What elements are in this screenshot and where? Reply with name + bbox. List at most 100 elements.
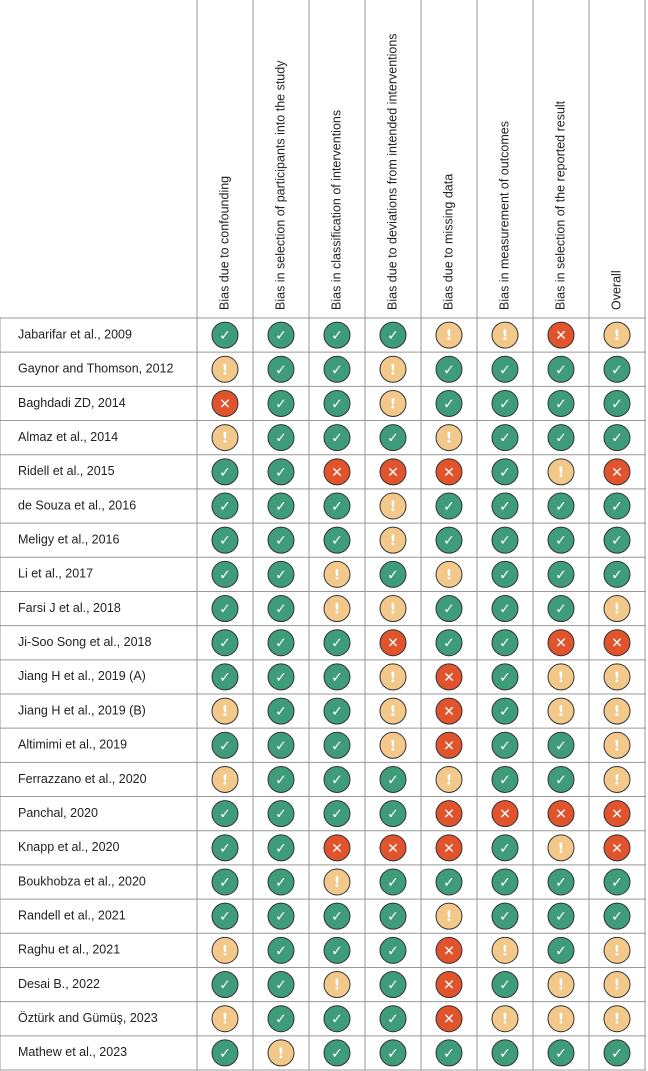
judgment-symbol: ✓ [387, 567, 399, 583]
judgment-icon [267, 697, 295, 725]
judgment-icon [379, 355, 407, 383]
judgment-icon [603, 697, 631, 725]
judgment-symbol: ✕ [387, 841, 399, 857]
judgment-icon [267, 321, 295, 349]
judgment-symbol: ! [502, 943, 508, 959]
judgment-icon [603, 800, 631, 828]
judgment-icon [491, 321, 519, 349]
judgment-icon [267, 424, 295, 452]
judgment-symbol: ✓ [611, 567, 623, 583]
judgment-icon [435, 492, 463, 520]
judgment-icon [211, 663, 239, 691]
judgment-icon [435, 389, 463, 417]
judgment-symbol: ! [614, 772, 620, 788]
judgment-icon [435, 800, 463, 828]
study-name: Panchal, 2020 [18, 806, 98, 820]
study-name: Li et al., 2017 [18, 567, 93, 581]
judgment-icon [323, 868, 351, 896]
judgment-symbol: ✕ [387, 636, 399, 652]
judgment-symbol: ! [222, 1012, 228, 1028]
judgment-symbol: ✓ [275, 396, 287, 412]
judgment-symbol: ✓ [275, 636, 287, 652]
study-name: Meligy et al., 2016 [18, 532, 119, 546]
judgment-symbol: ✓ [331, 704, 343, 720]
judgment-symbol: ✕ [443, 841, 455, 857]
judgment-icon [211, 355, 239, 383]
judgment-symbol: ✕ [331, 465, 343, 481]
judgment-symbol: ✓ [275, 738, 287, 754]
judgment-icon [379, 321, 407, 349]
judgment-symbol: ✕ [611, 841, 623, 857]
judgment-symbol: ✕ [443, 1012, 455, 1028]
study-name: Farsi J et al., 2018 [18, 601, 121, 615]
judgment-symbol: ✓ [555, 875, 567, 891]
judgment-icon [211, 936, 239, 964]
judgment-symbol: ✓ [443, 636, 455, 652]
judgment-icon [379, 389, 407, 417]
judgment-symbol: ! [222, 772, 228, 788]
judgment-icon [435, 424, 463, 452]
judgment-icon [547, 765, 575, 793]
judgment-icon [603, 458, 631, 486]
column-header: Bias due to confounding [217, 176, 231, 310]
column-header: Bias due to missing data [441, 174, 455, 310]
judgment-symbol: ! [614, 328, 620, 344]
judgment-symbol: ✓ [219, 738, 231, 754]
judgment-symbol: ✓ [499, 1046, 511, 1062]
judgment-icon [379, 424, 407, 452]
judgment-symbol: ✓ [499, 533, 511, 549]
judgment-icon [267, 902, 295, 930]
judgment-symbol: ! [446, 328, 452, 344]
study-name: Ferrazzano et al., 2020 [18, 772, 147, 786]
judgment-symbol: ✓ [387, 772, 399, 788]
judgment-symbol: ! [390, 704, 396, 720]
judgment-symbol: ✓ [499, 670, 511, 686]
column-header: Bias in selection of participants into t… [273, 60, 287, 310]
judgment-symbol: ✓ [275, 841, 287, 857]
judgment-symbol: ✓ [499, 772, 511, 788]
judgment-icon [211, 595, 239, 623]
judgment-icon [211, 731, 239, 759]
judgment-symbol: ✓ [219, 328, 231, 344]
judgment-symbol: ✓ [387, 875, 399, 891]
judgment-icon [379, 697, 407, 725]
judgment-symbol: ! [614, 602, 620, 618]
judgment-symbol: ✓ [331, 738, 343, 754]
judgment-icon [491, 492, 519, 520]
judgment-symbol: ✓ [331, 533, 343, 549]
judgment-icon [547, 355, 575, 383]
judgment-icon [603, 389, 631, 417]
judgment-symbol: ✓ [443, 362, 455, 378]
judgment-icon [323, 424, 351, 452]
study-name: Knapp et al., 2020 [18, 840, 120, 854]
judgment-icon [491, 526, 519, 554]
judgment-symbol: ✕ [555, 328, 567, 344]
judgment-icon [379, 765, 407, 793]
judgment-icon [267, 389, 295, 417]
judgment-symbol: ✓ [555, 909, 567, 925]
judgment-icon [267, 526, 295, 554]
judgment-icon [379, 629, 407, 657]
judgment-symbol: ! [222, 704, 228, 720]
judgment-symbol: ✓ [443, 533, 455, 549]
judgment-symbol: ✓ [331, 943, 343, 959]
judgment-symbol: ✕ [443, 465, 455, 481]
judgment-icon [211, 765, 239, 793]
judgment-icon [491, 765, 519, 793]
judgment-icon [547, 971, 575, 999]
judgment-icon [211, 424, 239, 452]
judgment-symbol: ! [502, 328, 508, 344]
judgment-symbol: ✓ [499, 909, 511, 925]
judgment-symbol: ✓ [499, 362, 511, 378]
study-name: Jabarifar et al., 2009 [18, 327, 132, 341]
judgment-icon [323, 629, 351, 657]
judgment-icon [435, 663, 463, 691]
judgment-symbol: ✓ [387, 328, 399, 344]
judgment-icon [547, 629, 575, 657]
judgment-icon [603, 902, 631, 930]
judgment-symbol: ✓ [387, 807, 399, 823]
judgment-symbol: ! [222, 362, 228, 378]
judgment-symbol: ! [614, 978, 620, 994]
judgment-symbol: ✕ [387, 465, 399, 481]
judgment-symbol: ✓ [555, 567, 567, 583]
